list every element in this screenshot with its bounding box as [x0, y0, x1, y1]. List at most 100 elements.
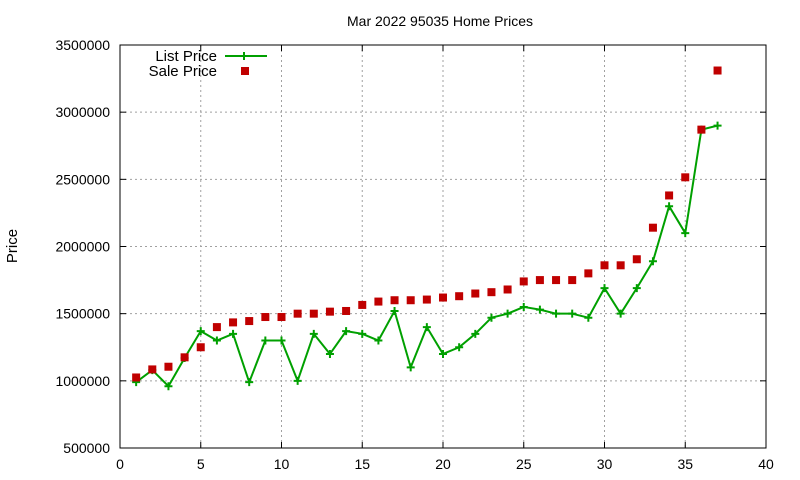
data-point-list-price: [325, 349, 334, 358]
data-point-list-price: [535, 305, 544, 314]
chart-title: Mar 2022 95035 Home Prices: [347, 13, 533, 29]
data-point-sale-price: [196, 343, 205, 352]
data-point-sale-price: [212, 323, 221, 332]
data-point-sale-price: [697, 125, 706, 134]
data-point-list-price: [600, 284, 609, 293]
data-point-sale-price: [342, 306, 351, 315]
data-series: [132, 66, 722, 391]
data-point-sale-price: [422, 295, 431, 304]
data-point-list-price: [681, 229, 690, 238]
y-tick-label: 1000000: [55, 373, 110, 389]
data-point-list-price: [648, 257, 657, 266]
y-tick-label: 1500000: [55, 306, 110, 322]
data-point-sale-price: [471, 289, 480, 298]
data-point-sale-price: [309, 309, 318, 318]
data-point-list-price: [519, 302, 528, 311]
x-tick-label: 20: [435, 456, 451, 472]
data-point-sale-price: [584, 269, 593, 278]
y-tick-label: 2500000: [55, 171, 110, 187]
data-point-list-price: [245, 378, 254, 387]
data-point-sale-price: [261, 313, 270, 322]
x-tick-label: 30: [597, 456, 613, 472]
data-point-list-price: [229, 329, 238, 338]
x-tick-label: 40: [758, 456, 774, 472]
data-point-sale-price: [245, 317, 254, 326]
data-point-list-price: [406, 363, 415, 372]
data-point-list-price: [584, 313, 593, 322]
data-point-list-price: [277, 336, 286, 345]
x-axis-tick-labels: 0 5 10 15 20 25 30 35 40: [116, 456, 774, 472]
x-tick-label: 10: [274, 456, 290, 472]
y-tick-label: 3500000: [55, 37, 110, 53]
data-point-sale-price: [439, 293, 447, 302]
axis-ticks: [119, 44, 767, 449]
y-tick-label: 3000000: [55, 104, 110, 120]
data-point-sale-price: [406, 296, 415, 305]
data-point-sale-price: [713, 66, 722, 75]
data-point-list-price: [422, 323, 431, 332]
data-point-list-price: [471, 329, 480, 338]
x-tick-label: 35: [677, 456, 693, 472]
legend-marker-list-price: [240, 52, 248, 60]
data-point-sale-price: [229, 318, 238, 327]
data-point-sale-price: [132, 373, 141, 382]
data-point-sale-price: [148, 365, 157, 374]
data-point-list-price: [503, 309, 512, 318]
data-point-list-price: [665, 202, 674, 211]
data-point-sale-price: [552, 276, 561, 285]
y-axis-tick-labels: 500000 1000000 1500000 2000000 2500000 300000…: [55, 37, 110, 456]
data-point-list-price: [358, 329, 367, 338]
legend: List Price Sale Price: [149, 48, 267, 80]
data-point-list-price: [342, 327, 351, 336]
data-point-list-price: [390, 306, 399, 315]
data-point-sale-price: [455, 292, 464, 301]
data-point-list-price: [261, 336, 270, 345]
data-point-sale-price: [681, 173, 690, 182]
data-point-sale-price: [535, 276, 544, 285]
x-tick-label: 5: [197, 456, 205, 472]
data-point-sale-price: [325, 307, 334, 316]
legend-marker-sale-price: [241, 67, 249, 75]
data-point-list-price: [455, 343, 464, 352]
data-point-sale-price: [665, 191, 674, 200]
data-point-sale-price: [503, 285, 512, 294]
y-tick-label: 500000: [63, 440, 110, 456]
data-point-list-price: [616, 309, 625, 318]
data-point-sale-price: [293, 309, 302, 318]
data-point-list-price: [309, 329, 318, 338]
data-point-list-price: [632, 284, 641, 293]
data-point-sale-price: [519, 277, 528, 286]
data-point-sale-price: [616, 261, 625, 270]
data-point-sale-price: [648, 223, 657, 232]
x-tick-label: 0: [116, 456, 124, 472]
data-point-list-price: [212, 336, 221, 345]
legend-label-list-price: List Price: [155, 48, 217, 65]
data-point-list-price: [164, 382, 173, 391]
data-point-sale-price: [568, 276, 577, 285]
y-tick-label: 2000000: [55, 239, 110, 255]
data-point-sale-price: [277, 313, 286, 322]
data-point-sale-price: [180, 353, 189, 362]
data-point-sale-price: [164, 362, 173, 371]
x-tick-label: 25: [516, 456, 532, 472]
data-point-list-price: [487, 313, 496, 322]
data-point-list-price: [568, 309, 577, 318]
data-point-list-price: [713, 121, 722, 130]
data-point-list-price: [552, 309, 561, 318]
data-point-sale-price: [374, 297, 383, 306]
series-sale-price: [132, 66, 722, 382]
data-point-sale-price: [390, 296, 399, 305]
data-point-sale-price: [487, 288, 496, 297]
series-line-list-price: [135, 124, 718, 388]
data-point-sale-price: [600, 261, 609, 270]
x-tick-label: 15: [354, 456, 370, 472]
data-point-list-price: [293, 376, 302, 385]
data-point-sale-price: [632, 255, 641, 264]
y-axis-label: Price: [4, 229, 21, 263]
legend-label-sale-price: Sale Price: [149, 63, 217, 80]
data-point-list-price: [374, 336, 383, 345]
data-point-list-price: [439, 349, 447, 358]
data-point-list-price: [196, 327, 205, 336]
data-point-sale-price: [358, 300, 367, 309]
